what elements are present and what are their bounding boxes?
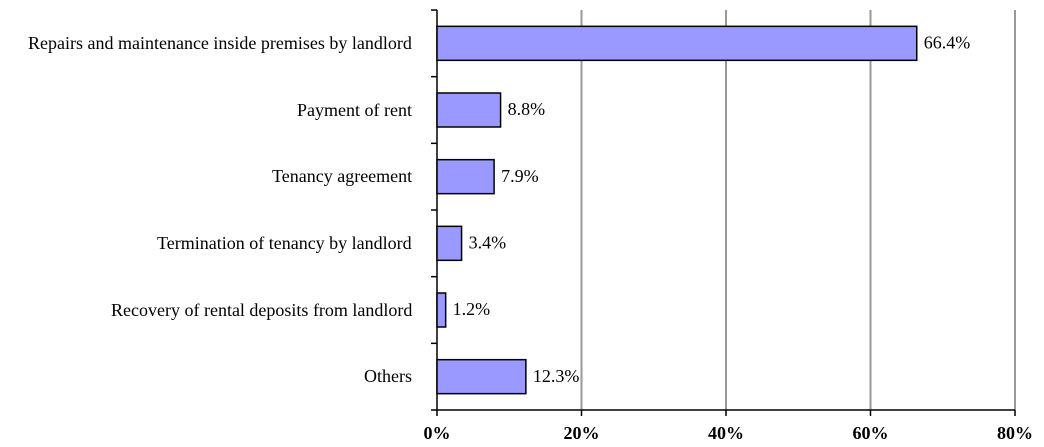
bar [436,292,447,328]
bar [436,158,495,195]
data-label: 7.9% [501,166,539,186]
category-label: Termination of tenancy by landlord [157,232,412,253]
category-label: Others [364,366,412,387]
category-label: Repairs and maintenance inside premises … [28,32,412,53]
category-label: Tenancy agreement [272,166,413,187]
x-tick-label: 60% [853,423,889,443]
bar [436,92,502,128]
x-tick-label: 40% [708,423,744,443]
data-label: 8.8% [508,99,545,119]
x-tick-label: 20% [564,423,600,443]
data-label: 1.2% [453,299,491,319]
data-label: 3.4% [469,232,507,252]
data-label: 12.3% [533,366,580,386]
category-label: Payment of rent [297,99,412,120]
bar [436,25,918,62]
x-tick-label: 0% [424,423,451,443]
bar [436,225,463,262]
category-label: Recovery of rental deposits from landlor… [111,299,413,320]
x-tick-label: 80% [997,423,1033,443]
bar [436,358,527,395]
data-label: 66.4% [924,32,971,52]
